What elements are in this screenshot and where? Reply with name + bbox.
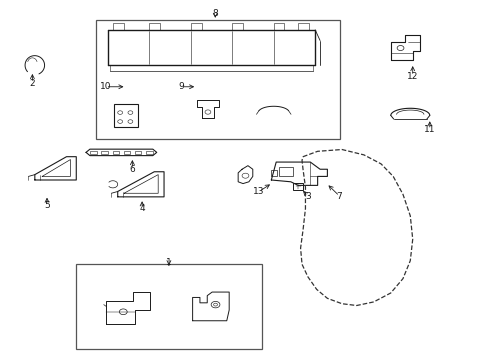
Bar	[112, 150, 119, 154]
Bar	[146, 150, 152, 154]
Bar	[90, 150, 96, 154]
Text: 6: 6	[129, 165, 135, 174]
Text: 4: 4	[139, 204, 144, 213]
Text: 9: 9	[178, 82, 183, 91]
Bar	[76, 264, 261, 348]
Bar	[96, 21, 339, 139]
Text: 3: 3	[305, 192, 310, 201]
Text: 10: 10	[100, 82, 111, 91]
Bar	[293, 183, 303, 190]
Text: 13: 13	[253, 187, 264, 196]
Bar	[113, 23, 123, 30]
Bar	[123, 150, 130, 154]
Text: 7: 7	[336, 192, 342, 201]
Text: 5: 5	[44, 201, 50, 210]
Bar	[232, 23, 243, 30]
Bar	[278, 167, 293, 176]
Bar	[114, 104, 138, 127]
Bar	[101, 150, 107, 154]
Bar	[190, 23, 201, 30]
Text: 2: 2	[29, 79, 35, 88]
Text: 1: 1	[166, 258, 171, 267]
Bar	[135, 150, 141, 154]
Bar	[271, 170, 277, 176]
Bar	[298, 23, 308, 30]
Text: 12: 12	[406, 72, 418, 81]
Bar	[149, 23, 160, 30]
Text: 8: 8	[212, 9, 218, 18]
Bar	[273, 23, 284, 30]
Text: 11: 11	[423, 125, 435, 134]
